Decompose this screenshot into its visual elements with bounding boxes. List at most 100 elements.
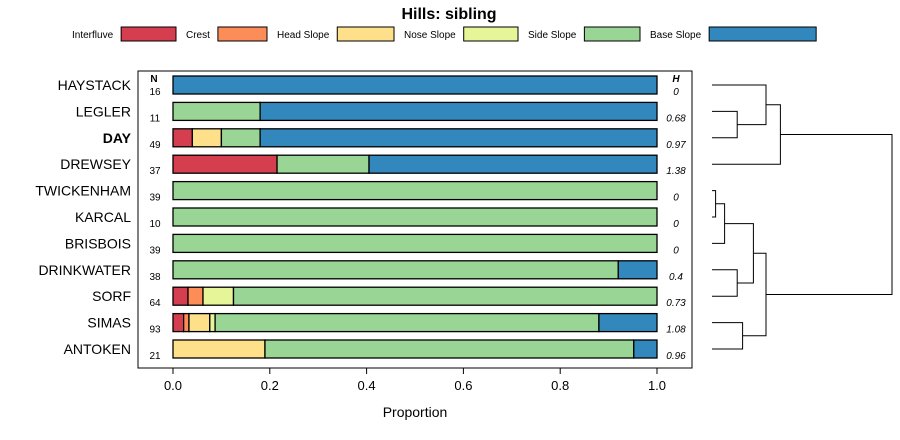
row-label-haystack: HAYSTACK — [58, 77, 132, 93]
bar-drewsey-side-slope — [276, 154, 370, 174]
n-value-antoken: 21 — [149, 351, 161, 362]
bar-sorf-side-slope — [232, 286, 658, 306]
legend-label-nose-slope: Nose Slope — [404, 30, 456, 41]
bar-simas-crest — [182, 312, 190, 333]
bar-legler-base-slope — [259, 101, 658, 122]
n-value-haystack: 16 — [149, 87, 161, 98]
bar-drewsey-base-slope — [368, 154, 658, 174]
h-value-twickenham: 0 — [673, 193, 679, 204]
row-label-drewsey: DREWSEY — [60, 156, 131, 172]
bar-day-interfluve — [172, 128, 194, 148]
n-value-simas: 93 — [149, 325, 161, 336]
h-value-legler: 0.68 — [666, 113, 686, 124]
legend-swatch-head-slope — [336, 26, 395, 42]
legend-swatch-nose-slope — [463, 26, 519, 42]
row-label-twickenham: TWICKENHAM — [35, 183, 131, 199]
bar-twickenham-side-slope — [172, 180, 658, 201]
bar-simas-head-slope — [188, 312, 211, 333]
legend-label-interfluve: Interfluve — [72, 30, 114, 41]
h-value-day: 0.97 — [666, 140, 686, 151]
h-column-header: H — [672, 74, 680, 85]
chart-title: Hills: sibling — [401, 6, 496, 23]
bar-day-base-slope — [259, 128, 658, 148]
h-value-drinkwater: 0.4 — [669, 272, 683, 283]
legend-swatch-interfluve — [120, 26, 177, 42]
h-value-karcal: 0 — [673, 219, 679, 230]
bar-row-drewsey — [172, 154, 658, 174]
bar-row-brisbois — [172, 233, 658, 254]
dendrogram-link-m7 — [724, 223, 754, 284]
legend-label-head-slope: Head Slope — [277, 30, 330, 41]
bar-haystack-base-slope — [172, 75, 658, 95]
bar-antoken-head-slope — [172, 339, 266, 359]
h-value-drewsey: 1.38 — [666, 166, 686, 177]
bar-row-twickenham — [172, 180, 658, 201]
h-value-sorf: 0.73 — [666, 298, 686, 309]
dendrogram-link-m8 — [712, 322, 744, 350]
h-value-haystack: 0 — [673, 87, 679, 98]
h-value-antoken: 0.96 — [666, 351, 686, 362]
row-label-simas: SIMAS — [87, 315, 131, 331]
bar-legler-side-slope — [172, 101, 261, 122]
x-tick-label-0-0: 0.0 — [164, 378, 182, 393]
dendrogram-link-m9 — [742, 252, 767, 337]
x-axis: 0.0 0.2 0.4 0.6 0.8 1.0 — [164, 368, 666, 393]
bar-simas-interfluve — [172, 312, 185, 333]
h-value-brisbois: 0 — [673, 245, 679, 256]
bar-row-simas — [172, 312, 658, 333]
row-label-antoken: ANTOKEN — [64, 341, 131, 357]
x-tick-label-0-8: 0.8 — [551, 378, 569, 393]
bar-sorf-interfluve — [172, 286, 189, 306]
legend-label-base-slope: Base Slope — [650, 30, 702, 41]
n-value-legler: 11 — [150, 113, 161, 124]
row-label-day: DAY — [103, 130, 132, 146]
dendrogram-link-m3 — [712, 104, 781, 165]
bar-simas-side-slope — [214, 312, 600, 333]
bar-day-head-slope — [191, 128, 223, 148]
bars — [172, 75, 658, 359]
bar-sorf-crest — [187, 286, 204, 306]
row-label-legler: LEGLER — [76, 103, 131, 119]
bar-drinkwater-side-slope — [172, 260, 619, 280]
n-column-header: N — [150, 74, 157, 85]
x-tick-label-1-0: 1.0 — [648, 378, 666, 393]
plot-panel — [137, 70, 693, 369]
bar-drinkwater-base-slope — [617, 260, 658, 280]
bar-row-legler — [172, 101, 658, 122]
bar-row-day — [172, 128, 658, 148]
row-label-sorf: SORF — [92, 288, 131, 304]
legend-label-crest: Crest — [186, 30, 210, 41]
bar-drewsey-interfluve — [172, 154, 278, 174]
x-tick-label-0-6: 0.6 — [454, 378, 472, 393]
bar-sorf-nose-slope — [202, 286, 235, 306]
bar-brisbois-side-slope — [172, 233, 658, 254]
row-labels: HAYSTACK 16 0 LEGLER 11 0.68 DAY 49 0.97 DREWSEY 3… — [35, 77, 686, 362]
bar-row-karcal — [172, 207, 658, 227]
x-tick-label-0-4: 0.4 — [358, 378, 376, 393]
legend-swatch-crest — [217, 26, 268, 42]
n-value-sorf: 64 — [149, 298, 161, 309]
n-value-twickenham: 39 — [149, 193, 161, 204]
n-value-drinkwater: 38 — [149, 272, 161, 283]
n-value-drewsey: 37 — [149, 166, 161, 177]
legend: Interfluve Crest Head Slope Nose Slope Side … — [72, 26, 817, 42]
dendrogram-link-m4 — [712, 190, 717, 218]
x-tick-label-0-2: 0.2 — [261, 378, 279, 393]
bar-simas-base-slope — [598, 312, 658, 333]
dendrogram — [712, 84, 893, 350]
row-label-karcal: KARCAL — [75, 209, 131, 225]
bar-day-side-slope — [220, 128, 261, 148]
legend-swatch-side-slope — [583, 26, 641, 42]
dendrogram-link-m2 — [712, 84, 767, 126]
n-value-brisbois: 39 — [149, 245, 161, 256]
dendrogram-link-m1 — [712, 110, 738, 139]
dendrogram-link-m6 — [712, 269, 738, 297]
row-label-brisbois: BRISBOIS — [65, 235, 131, 251]
n-value-karcal: 10 — [149, 219, 161, 230]
legend-swatch-base-slope — [708, 26, 817, 42]
bar-row-haystack — [172, 75, 658, 95]
bar-antoken-side-slope — [264, 339, 635, 359]
bar-row-sorf — [172, 286, 658, 306]
row-label-drinkwater: DRINKWATER — [38, 262, 131, 278]
